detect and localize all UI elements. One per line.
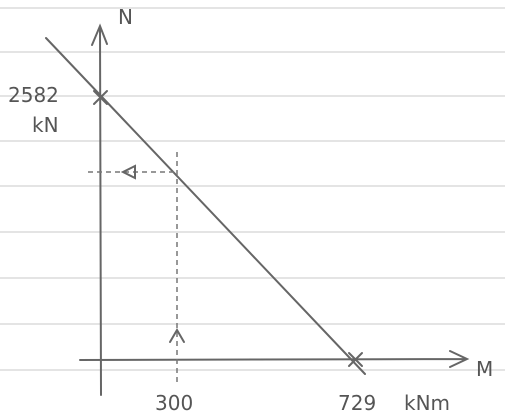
axes [80, 26, 467, 395]
y-axis-label: N [118, 5, 133, 29]
m-given: 300 [155, 391, 193, 415]
paper-lines [0, 8, 505, 370]
x-axis [80, 351, 467, 367]
m-value: 729 [338, 391, 376, 415]
y-axis [92, 26, 107, 395]
sketch: N M 2582 kN 300 729 kNm [0, 0, 505, 417]
n-unit: kN [32, 113, 59, 137]
x-axis-label: M [476, 357, 493, 381]
n-value: 2582 [8, 83, 59, 107]
m-unit: kNm [404, 391, 450, 415]
